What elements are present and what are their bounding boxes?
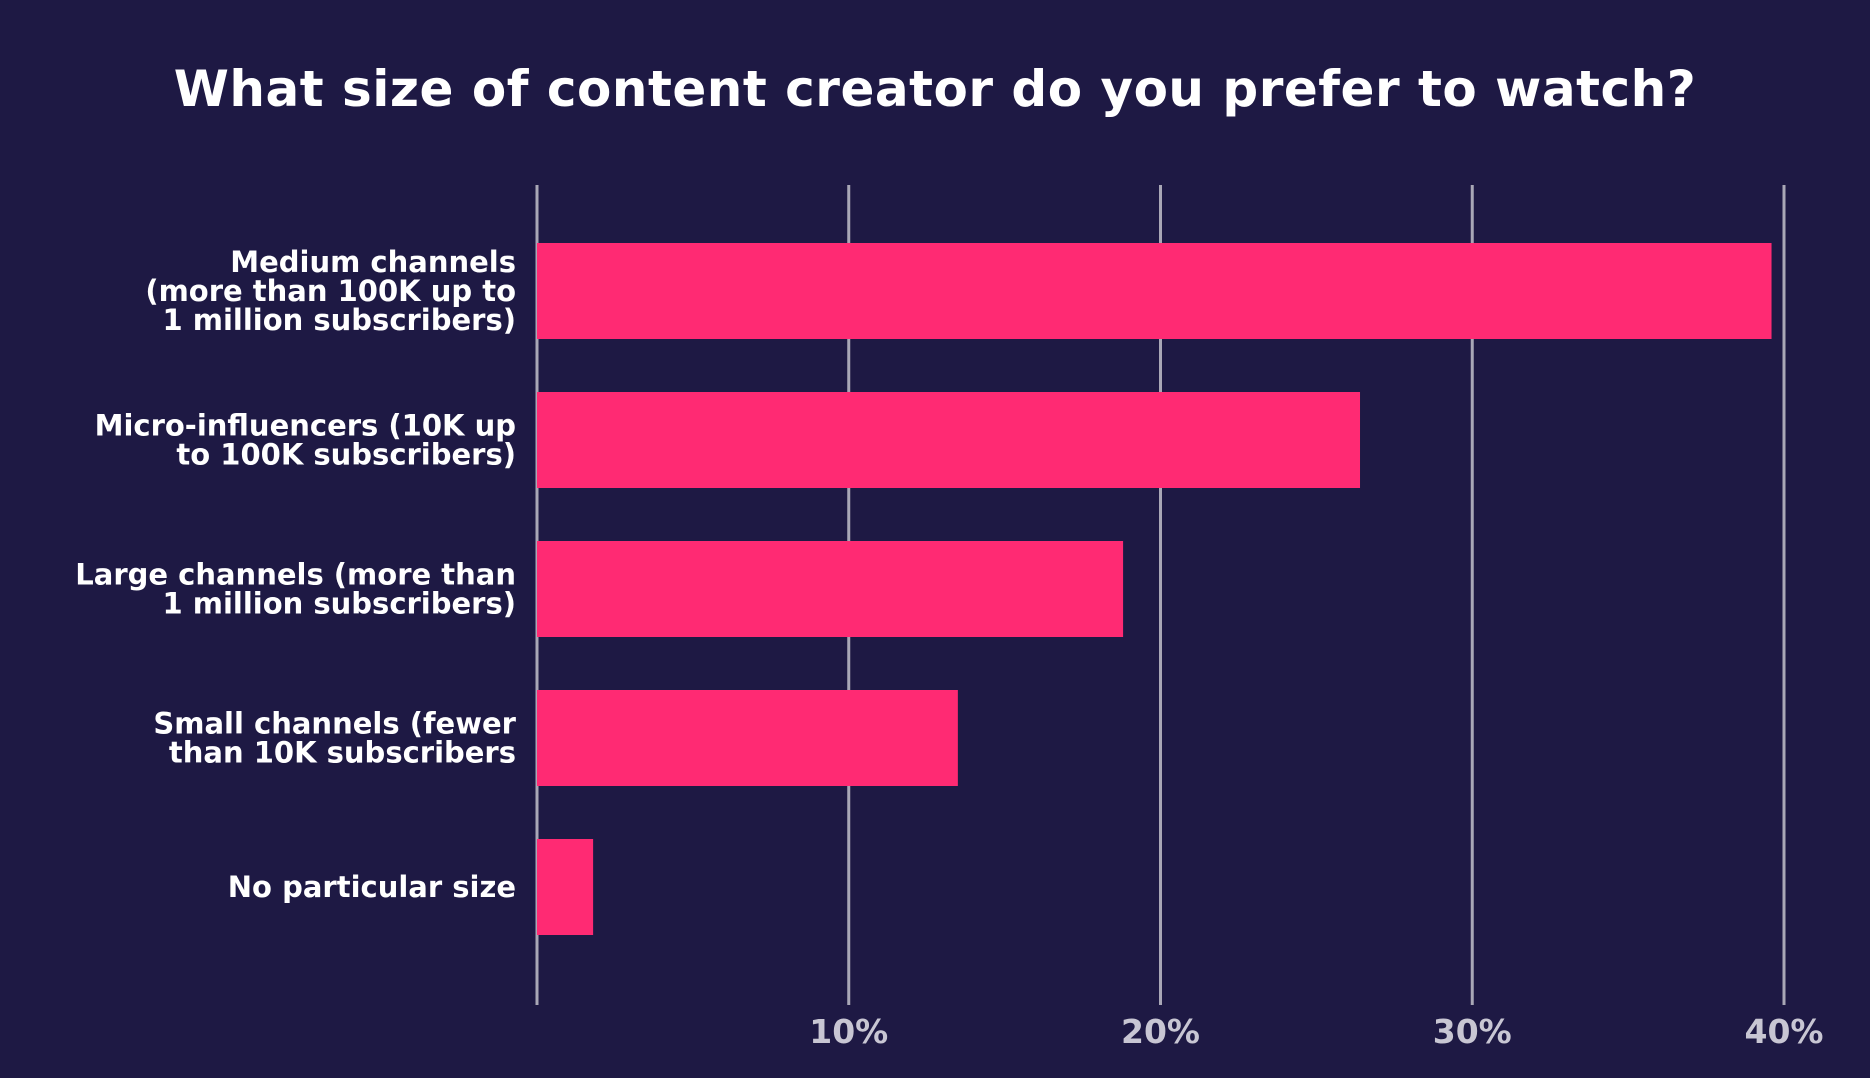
bar — [537, 690, 958, 786]
chart-title: What size of content creator do you pref… — [173, 60, 1697, 118]
bar — [537, 392, 1361, 488]
category-labels: Medium channels (more than 100K up to 1 mi… — [75, 245, 516, 904]
category-label-line: (more than 100K up to — [145, 274, 516, 308]
category-label-line: Large channels (more than — [75, 558, 516, 592]
category-label-line: 1 million subscribers) — [162, 303, 516, 337]
category-label-line: Medium channels — [230, 245, 516, 279]
x-tick-label: 40% — [1745, 1012, 1824, 1051]
bars — [537, 243, 1772, 935]
category-label: Medium channels (more than 100K up to 1 mi… — [145, 245, 516, 337]
category-label: Small channels (fewer than 10K subscriber… — [153, 707, 516, 770]
category-label: Micro-influencers (10K up to 100K subscri… — [95, 409, 516, 472]
x-tick-labels: 10% 20% 30% 40% — [809, 1012, 1823, 1051]
x-tick-label: 30% — [1433, 1012, 1512, 1051]
category-label: No particular size — [228, 870, 516, 904]
x-tick-label: 10% — [809, 1012, 888, 1051]
category-label-line: 1 million subscribers) — [162, 587, 516, 621]
category-label: Large channels (more than 1 million subsc… — [75, 558, 516, 621]
bar — [537, 541, 1124, 637]
category-label-line: No particular size — [228, 870, 516, 904]
category-label-line: than 10K subscribers — [169, 736, 516, 770]
bar — [537, 243, 1772, 339]
x-tick-label: 20% — [1121, 1012, 1200, 1051]
category-label-line: to 100K subscribers) — [176, 438, 516, 472]
category-label-line: Micro-influencers (10K up — [95, 409, 516, 443]
bar — [537, 839, 594, 935]
category-label-line: Small channels (fewer — [153, 707, 516, 741]
